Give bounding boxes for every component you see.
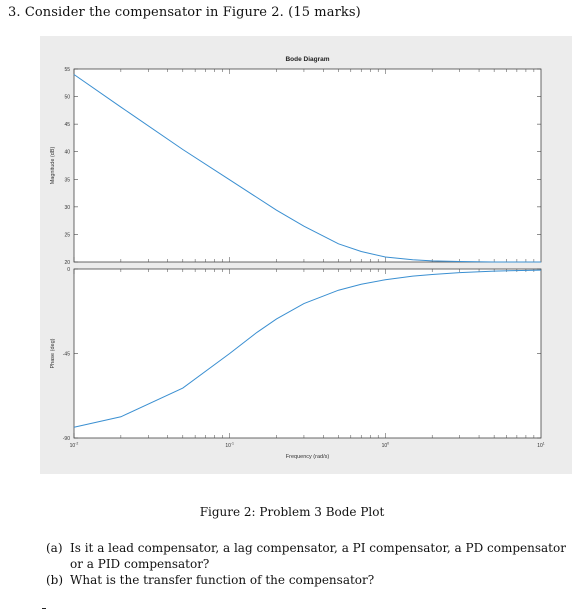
magnitude-ytick-label: 20 — [64, 260, 70, 266]
phase-curve — [73, 269, 542, 428]
magnitude-ytick-label: 25 — [64, 232, 70, 238]
phase-axes-box — [73, 268, 542, 439]
figure-caption: Figure 2: Problem 3 Bode Plot — [199, 505, 385, 519]
bode-figure: Bode Diagram 20 25 30 35 40 45 50 55 Magnitude (d… — [40, 36, 572, 474]
magnitude-axes-box — [73, 68, 542, 263]
subquestion-a-text: Is it a lead compensator, a lag compensa… — [70, 541, 566, 571]
magnitude-ylabel: Magnitude (dB) — [50, 147, 56, 185]
phase-ytick-label: -90 — [63, 436, 70, 442]
magnitude-ytick-label: 55 — [64, 67, 70, 73]
subquestion-b: (b) What is the transfer function of the… — [46, 572, 570, 588]
chart-title: Bode Diagram — [285, 56, 329, 63]
x-tick-label: 100 — [382, 442, 390, 450]
x-tick-label: 10-1 — [225, 442, 234, 450]
question-heading: 3. Consider the compensator in Figure 2.… — [8, 5, 361, 20]
x-tick-label: 101 — [537, 442, 545, 450]
bode-plot: Bode Diagram 20 25 30 35 40 45 50 55 Magnitude (d… — [50, 56, 545, 460]
subquestion-a-label: (a) — [46, 541, 63, 555]
magnitude-curve — [73, 74, 541, 263]
phase-ylabel: Phase (deg) — [50, 338, 56, 368]
magnitude-ytick-label: 50 — [64, 95, 70, 101]
magnitude-ytick-label: 40 — [64, 150, 70, 156]
magnitude-ytick-label: 45 — [64, 122, 70, 128]
subquestion-b-text: What is the transfer function of the com… — [70, 573, 375, 587]
x-axis-label: Frequency (rad/s) — [286, 454, 330, 460]
phase-ytick-label: 0 — [67, 267, 70, 273]
subquestion-b-label: (b) — [46, 573, 64, 587]
magnitude-ytick-label: 35 — [64, 177, 70, 183]
phase-ytick-label: -45 — [63, 352, 70, 358]
stray-mark — [42, 608, 46, 609]
subquestion-a: (a) Is it a lead compensator, a lag comp… — [46, 540, 570, 572]
magnitude-ytick-label: 30 — [64, 205, 70, 211]
x-tick-label: 10-2 — [70, 442, 79, 450]
